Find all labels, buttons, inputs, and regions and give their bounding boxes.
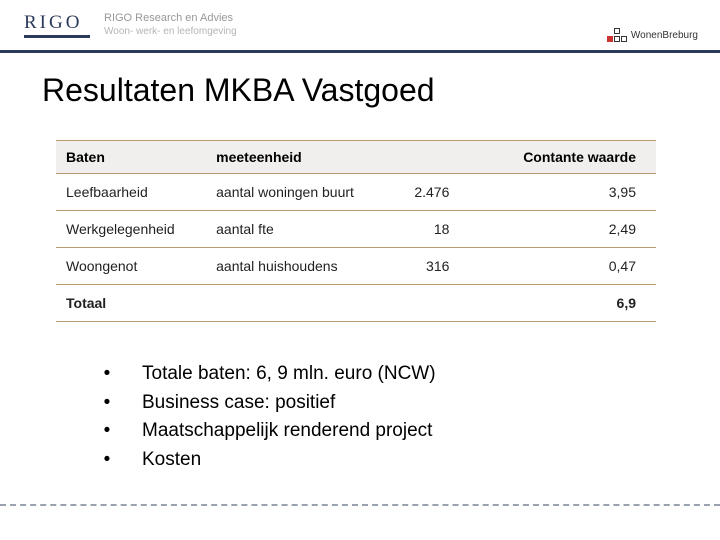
list-item: • Totale baten: 6, 9 mln. euro (NCW)	[100, 360, 436, 389]
bullet-icon: •	[100, 360, 114, 389]
header-rule	[0, 50, 720, 53]
cell: Totaal	[56, 285, 206, 322]
col-contante-waarde: Contante waarde	[489, 141, 656, 174]
bullet-icon: •	[100, 417, 114, 446]
logo-line1: RIGO Research en Advies	[104, 12, 237, 26]
bullet-icon: •	[100, 446, 114, 475]
header: RIGO RIGO Research en Advies Woon- werk-…	[0, 0, 720, 56]
bullet-text: Kosten	[142, 446, 201, 475]
list-item: • Kosten	[100, 446, 436, 475]
rigo-logo-underline	[24, 35, 90, 38]
cell	[390, 285, 489, 322]
col-baten: Baten	[56, 141, 206, 174]
cell: 0,47	[489, 248, 656, 285]
table-body: Leefbaarheid aantal woningen buurt 2.476…	[56, 174, 656, 322]
bullet-text: Maatschappelijk renderend project	[142, 417, 432, 446]
rigo-logo: RIGO	[24, 6, 94, 44]
partner-logo: WonenBreburg	[607, 28, 698, 42]
table-row: Leefbaarheid aantal woningen buurt 2.476…	[56, 174, 656, 211]
bullet-text: Totale baten: 6, 9 mln. euro (NCW)	[142, 360, 436, 389]
table-row: Woongenot aantal huishoudens 316 0,47	[56, 248, 656, 285]
cell: aantal woningen buurt	[206, 174, 390, 211]
cell: Woongenot	[56, 248, 206, 285]
cell: 6,9	[489, 285, 656, 322]
partner-logo-icon	[607, 28, 627, 42]
logo-line2: Woon- werk- en leefomgeving	[104, 26, 237, 39]
col-meeteenheid: meeteenheid	[206, 141, 390, 174]
cell: aantal fte	[206, 211, 390, 248]
logo-subtext: RIGO Research en Advies Woon- werk- en l…	[104, 12, 237, 38]
bullet-text: Business case: positief	[142, 389, 335, 418]
table-head: Baten meeteenheid Contante waarde	[56, 141, 656, 174]
table: Baten meeteenheid Contante waarde Leefba…	[56, 140, 656, 322]
list-item: • Business case: positief	[100, 389, 436, 418]
page-title: Resultaten MKBA Vastgoed	[42, 72, 435, 109]
cell: Leefbaarheid	[56, 174, 206, 211]
cell	[206, 285, 390, 322]
results-table: Baten meeteenheid Contante waarde Leefba…	[56, 140, 656, 322]
partner-logo-text: WonenBreburg	[631, 30, 698, 41]
bullet-icon: •	[100, 389, 114, 418]
cell: 2.476	[390, 174, 489, 211]
list-item: • Maatschappelijk renderend project	[100, 417, 436, 446]
slide: { "header": { "logo_main": "RIGO", "logo…	[0, 0, 720, 540]
cell: 18	[390, 211, 489, 248]
footer-dashed-line	[0, 504, 720, 506]
table-row: Werkgelegenheid aantal fte 18 2,49	[56, 211, 656, 248]
col-blank	[390, 141, 489, 174]
cell: 316	[390, 248, 489, 285]
rigo-logo-text: RIGO	[24, 13, 94, 32]
cell: Werkgelegenheid	[56, 211, 206, 248]
bullet-list: • Totale baten: 6, 9 mln. euro (NCW) • Bus…	[100, 360, 436, 474]
logo-block: RIGO RIGO Research en Advies Woon- werk-…	[24, 6, 237, 44]
table-row-total: Totaal 6,9	[56, 285, 656, 322]
cell: 2,49	[489, 211, 656, 248]
cell: aantal huishoudens	[206, 248, 390, 285]
cell: 3,95	[489, 174, 656, 211]
